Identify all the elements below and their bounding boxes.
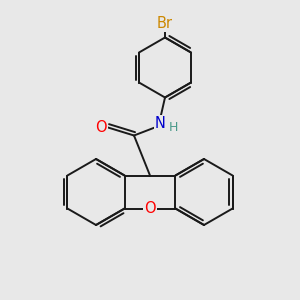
- Text: H: H: [168, 121, 178, 134]
- Text: O: O: [95, 120, 107, 135]
- Text: Br: Br: [157, 16, 173, 31]
- Text: N: N: [154, 116, 165, 131]
- Text: O: O: [144, 201, 156, 216]
